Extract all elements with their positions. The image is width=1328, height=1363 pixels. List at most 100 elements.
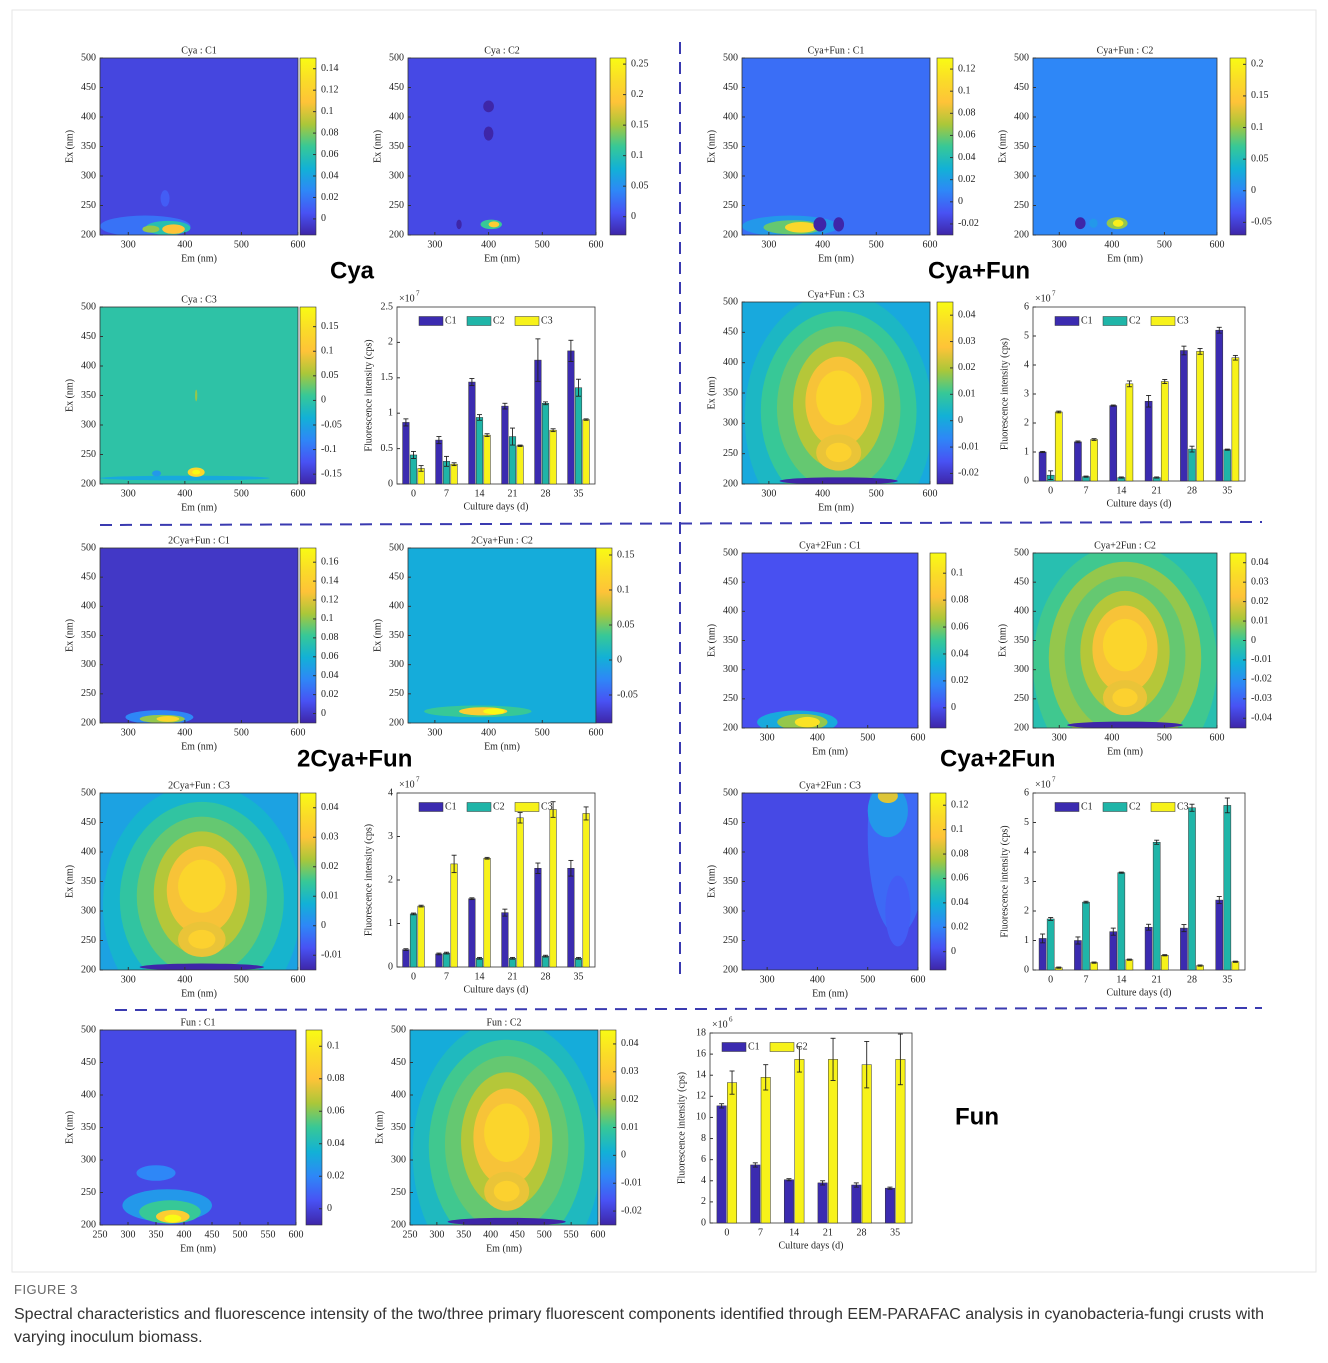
contour-background [100,307,298,484]
colorbar-tick-label: 0.2 [631,89,644,100]
colorbar [306,1030,322,1225]
contour-field [100,307,298,484]
x-tick-label: 500 [860,974,875,985]
colorbar-tick-label: 0.05 [321,370,339,381]
panel-title: Cya : C3 [181,294,217,305]
y-tick-label: 6 [701,1154,706,1165]
y-tick-label: 450 [723,327,738,338]
x-tick-label: 500 [860,732,875,743]
y-tick-label: 250 [81,688,96,699]
axes-frame [1033,307,1245,481]
x-tick-label: 7 [444,971,449,982]
x-tick-label: 600 [1210,239,1225,250]
y-axis-label: Fluorescence intensity (cps) [999,338,1010,450]
bar [1055,412,1062,481]
x-tick-label: 35 [1222,974,1232,985]
legend-swatch [1151,803,1175,812]
y-tick-label: 300 [81,659,96,670]
x-tick-label: 400 [177,974,192,985]
y-tick-label: 350 [723,387,738,398]
bar [818,1183,827,1223]
colorbar-tick-label: 0.1 [951,567,964,578]
colorbar-tick-label: 0.14 [321,575,339,586]
bar [1232,962,1239,970]
y-axis-label: Ex (nm) [706,624,717,657]
y-tick-label: 5 [1024,330,1029,341]
legend-swatch [467,317,491,326]
x-axis-label: Em (nm) [180,1243,216,1254]
colorbar-tick-label: 0.15 [617,549,635,560]
colorbar-tick-label: 0 [321,708,326,719]
y-tick-label: 400 [81,111,96,122]
legend-label: C3 [541,315,553,326]
contour-level [795,717,820,728]
y-tick-label: 500 [81,542,96,553]
panel-title: Cya : C1 [181,45,217,56]
bar [583,420,590,484]
x-tick-label: 14 [475,488,485,499]
y-tick-label: 400 [1014,111,1029,122]
legend-label: C2 [796,1041,808,1052]
bar [1110,406,1117,481]
bar [484,435,491,484]
x-tick-label: 300 [427,239,442,250]
x-axis-label: Em (nm) [181,741,217,752]
colorbar-tick-label: 0.04 [321,670,339,681]
y-axis-label: Ex (nm) [64,1111,75,1144]
y-tick-label: 16 [696,1048,706,1059]
y-tick-label: 450 [723,817,738,828]
axes-frame [397,793,595,967]
multiplier-base: ×10 [399,779,415,790]
y-axis-label: Ex (nm) [997,130,1008,163]
y-tick-label: 12 [696,1091,706,1102]
x-tick-label: 300 [1052,732,1067,743]
x-tick-label: 550 [564,1229,579,1240]
y-tick-label: 2 [388,337,393,348]
colorbar-tick-label: -0.05 [1251,217,1272,228]
legend-label: C2 [1129,801,1141,812]
x-tick-label: 500 [234,974,249,985]
colorbar-tick-label: 0 [617,654,622,665]
y-axis-label: Fluorescence intensity (cps) [363,824,374,936]
x-tick-label: 600 [923,488,938,499]
colorbar-tick-label: 0.04 [951,648,969,659]
contour-background [408,58,596,235]
colorbar-tick-label: 0.02 [321,689,339,700]
y-tick-label: 0 [1024,964,1029,975]
x-tick-label: 0 [1048,485,1053,496]
bar [451,864,458,967]
y-tick-label: 2 [701,1196,706,1207]
y-tick-label: 300 [389,170,404,181]
contour-level [489,221,500,227]
contour-level [780,477,898,484]
x-tick-label: 500 [1157,732,1172,743]
contour-background [742,553,918,728]
y-tick-label: 200 [81,1219,96,1230]
contour-level [162,224,185,233]
panel-title: Fun : C2 [486,1017,521,1028]
contour-level [813,217,826,231]
bar [1216,900,1223,970]
y-tick-label: 400 [723,111,738,122]
y-axis-label: Ex (nm) [64,130,75,163]
bar [583,813,590,967]
contour-level [140,964,264,971]
contour-field [742,553,918,734]
x-tick-label: 0 [411,488,416,499]
bar [535,868,542,967]
bar [751,1165,760,1223]
x-axis-label: Em (nm) [812,746,848,757]
x-tick-label: 300 [429,1229,444,1240]
contour-level [178,860,226,913]
colorbar-tick-label: 0 [321,213,326,224]
y-tick-label: 350 [81,876,96,887]
bar [1110,932,1117,970]
y-tick-label: 300 [1014,664,1029,675]
y-tick-label: 500 [723,547,738,558]
bar [885,1188,894,1223]
y-tick-label: 350 [723,635,738,646]
contour-level [152,470,161,476]
y-tick-label: 1 [388,407,393,418]
colorbar-tick-label: 0.08 [951,848,969,859]
colorbar-tick-label: -0.01 [958,441,979,452]
